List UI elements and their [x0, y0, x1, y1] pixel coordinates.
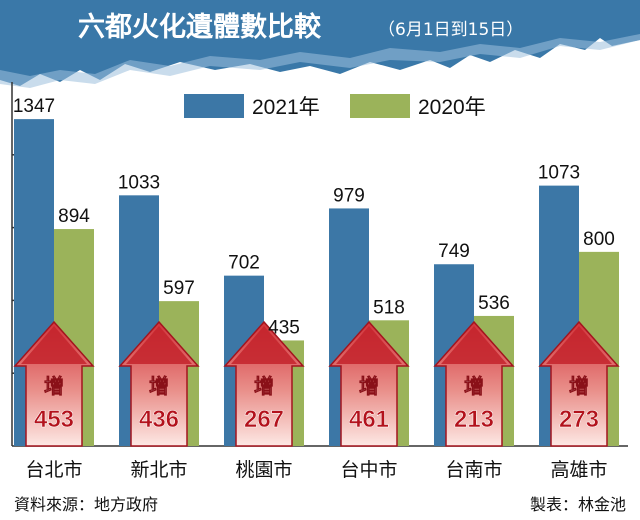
increase-label: 增 — [569, 374, 589, 398]
increase-value: 453 — [34, 406, 74, 433]
increase-arrow-head — [546, 326, 612, 364]
category-label: 新北市 — [130, 459, 187, 481]
chart-title: 六都火化遺體數比較 — [78, 11, 322, 43]
increase-value: 273 — [559, 406, 599, 433]
legend-swatch-2020 — [350, 94, 410, 118]
increase-value: 213 — [454, 406, 494, 433]
increase-arrow-head — [336, 326, 402, 364]
bar-value-label: 702 — [228, 253, 260, 274]
bars-layer — [14, 119, 619, 447]
increase-label: 增 — [359, 374, 379, 398]
increase-arrows-layer — [13, 320, 620, 447]
increase-label: 增 — [44, 374, 64, 398]
category-label: 台南市 — [445, 459, 502, 481]
legend-label-2021: 2021年 — [252, 96, 320, 119]
category-label: 台北市 — [25, 459, 82, 481]
bar-value-label: 749 — [438, 241, 470, 262]
increase-label: 增 — [149, 374, 169, 398]
increase-label: 增 — [254, 374, 274, 398]
bar-value-label: 1073 — [538, 163, 580, 184]
bar-value-label: 435 — [268, 317, 300, 338]
increase-arrow-head — [126, 326, 192, 364]
bar-value-label: 518 — [373, 297, 405, 318]
bar-value-label: 1033 — [118, 172, 160, 193]
bar-value-label: 800 — [583, 229, 615, 250]
increase-label: 增 — [464, 374, 484, 398]
category-label: 桃園市 — [235, 459, 292, 481]
legend-label-2020: 2020年 — [418, 96, 486, 119]
increase-arrow-head — [231, 326, 297, 364]
chart-subtitle: （6月1日到15日） — [378, 20, 523, 40]
bar-value-label: 979 — [333, 185, 365, 206]
labels-layer: 1347 894 增 453 台北市 1033 597 增 436 新北市 702 435 增 267 桃園… — [13, 96, 615, 481]
bar-value-label: 597 — [163, 278, 195, 299]
legend-swatch-2021 — [184, 94, 244, 118]
bar-value-label: 894 — [58, 206, 90, 227]
category-label: 台中市 — [340, 459, 397, 481]
increase-arrow-head — [441, 326, 507, 364]
increase-arrow-head — [21, 326, 87, 364]
footer-source: 資料來源：地方政府 — [14, 495, 158, 514]
category-label: 高雄市 — [550, 459, 607, 481]
increase-value: 267 — [244, 406, 284, 433]
increase-value: 461 — [349, 406, 389, 433]
header-banner-wash — [0, 34, 640, 88]
increase-value: 436 — [139, 406, 179, 433]
bar-value-label: 1347 — [13, 96, 55, 117]
bar-value-label: 536 — [478, 293, 510, 314]
footer-credit: 製表：林金池 — [530, 495, 626, 514]
